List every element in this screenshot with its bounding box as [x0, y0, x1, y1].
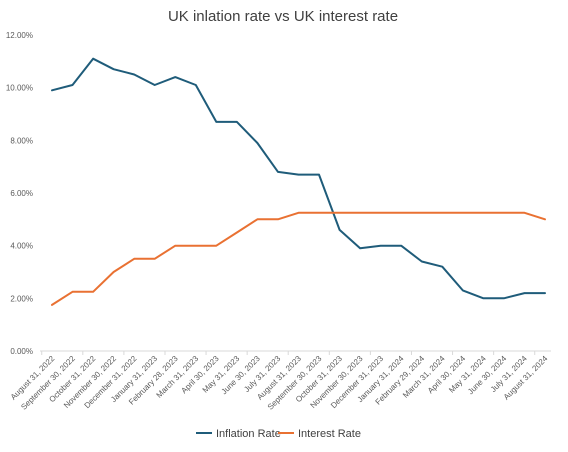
y-tick-label: 10.00% — [6, 84, 33, 93]
y-tick-label: 4.00% — [10, 242, 33, 251]
y-tick-label: 12.00% — [6, 31, 33, 40]
y-tick-label: 8.00% — [10, 136, 33, 145]
y-tick-label: 6.00% — [10, 189, 33, 198]
legend-label-0: Inflation Rate — [216, 428, 281, 440]
legend-label-1: Interest Rate — [298, 428, 361, 440]
series-layer — [51, 57, 546, 306]
legend: Inflation Rate Interest Rate — [196, 428, 361, 440]
chart-title: UK inlation rate vs UK interest rate — [168, 8, 398, 25]
y-axis-ticks: 0.00% 2.00% 4.00% 6.00% 8.00% 10.00% 12.00% — [6, 31, 33, 356]
series-line-0 — [51, 57, 546, 300]
y-tick-label: 0.00% — [10, 347, 33, 356]
y-tick-label: 2.00% — [10, 294, 33, 303]
series-line-1 — [51, 211, 546, 306]
